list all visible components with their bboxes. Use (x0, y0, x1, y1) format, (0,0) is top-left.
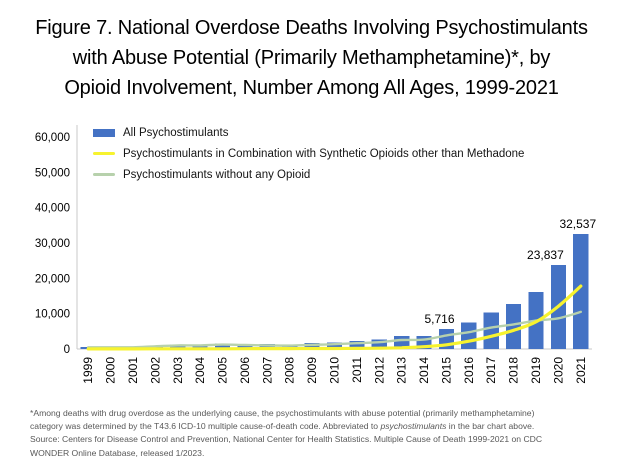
legend-item-all-psychostimulants: All Psychostimulants (93, 122, 524, 143)
y-axis-tick-label: 10,000 (35, 309, 70, 321)
x-axis-tick-label-2018: 2018 (507, 357, 521, 384)
x-axis-tick-label-2011: 2011 (350, 357, 364, 383)
bar-2004 (192, 344, 208, 349)
x-axis-tick-label-2005: 2005 (216, 357, 230, 384)
x-axis-tick-label-1999: 1999 (81, 357, 95, 384)
x-axis-tick-label-2001: 2001 (126, 357, 140, 384)
x-axis-tick-label-2009: 2009 (305, 357, 319, 384)
line-without-any-opioid (86, 310, 582, 349)
x-axis-tick-label-2008: 2008 (283, 357, 297, 384)
bar-2011 (349, 341, 365, 349)
footnote-line-4: WONDER Online Database, released 1/2023. (30, 447, 205, 458)
chart-legend: All Psychostimulants Psychostimulants in… (93, 122, 524, 185)
bar-2006 (237, 343, 253, 349)
y-axis-tick-label: 30,000 (35, 238, 70, 250)
legend-label-synthetic-opioids-combo: Psychostimulants in Combination with Syn… (123, 147, 525, 160)
y-axis-tick-label: 60,000 (35, 132, 70, 144)
bar-2018 (506, 304, 522, 349)
line-synthetic-opioids-combo (86, 284, 583, 351)
legend-label-without-any-opioid: Psychostimulants without any Opioid (123, 168, 311, 181)
x-axis-tick-label-2013: 2013 (395, 357, 409, 384)
footnote-line-2: category was determined by the T43.6 ICD… (30, 420, 615, 433)
footnote-line-3: Source: Centers for Disease Control and … (30, 434, 543, 445)
x-axis-tick-label-2003: 2003 (171, 357, 185, 384)
x-axis-tick-label-2019: 2019 (529, 357, 543, 384)
figure-footnote: *Among deaths with drug overdose as the … (30, 407, 615, 460)
data-label-2020: 23,837 (527, 248, 564, 262)
bar-2003 (170, 344, 186, 349)
data-label-2021: 32,537 (559, 217, 596, 231)
x-axis-tick-label-2010: 2010 (328, 357, 342, 384)
figure-title-line-1: Figure 7. National Overdose Deaths Invol… (35, 17, 588, 39)
footnote-line-1: *Among deaths with drug overdose as the … (30, 408, 535, 418)
x-axis-tick-label-2004: 2004 (193, 357, 207, 384)
x-axis-tick-label-2002: 2002 (148, 357, 162, 384)
x-axis-tick-label-2007: 2007 (260, 357, 274, 384)
y-axis-tick-label: 40,000 (35, 203, 70, 215)
legend-line-swatch-icon (93, 173, 115, 176)
figure-title-line-3: Opioid Involvement, Number Among All Age… (64, 77, 559, 99)
x-axis-tick-label-2006: 2006 (238, 357, 252, 384)
x-axis-tick-label-2016: 2016 (462, 357, 476, 384)
bar-2010 (326, 342, 343, 349)
bar-2005 (214, 343, 231, 349)
legend-line-swatch-icon (93, 152, 115, 155)
figure-title-line-2: with Abuse Potential (Primarily Methamph… (72, 47, 551, 69)
legend-bar-swatch-icon (93, 128, 115, 137)
legend-item-without-any-opioid: Psychostimulants without any Opioid (93, 164, 524, 185)
x-axis-tick-label-2017: 2017 (484, 357, 498, 384)
bar-2017 (483, 312, 499, 349)
x-axis-tick-label-2015: 2015 (440, 357, 454, 384)
footnote-italic-word: psychostimulants (380, 421, 447, 432)
footnote-line-2-text: category was determined by the T43.6 ICD… (30, 421, 381, 432)
y-axis-tick-label: 50,000 (35, 167, 70, 179)
x-axis-tick-label-2021: 2021 (574, 357, 588, 384)
figure-title: Figure 7. National Overdose Deaths Invol… (0, 13, 623, 103)
legend-item-synthetic-opioids-combo: Psychostimulants in Combination with Syn… (93, 143, 524, 164)
data-label-2015: 5,716 (424, 312, 454, 326)
legend-label-all-psychostimulants: All Psychostimulants (123, 126, 229, 139)
footnote-line-2-tail: in the bar chart above. (446, 421, 535, 432)
x-axis-tick-label-2020: 2020 (551, 357, 565, 384)
y-axis-tick-label: 20,000 (35, 273, 70, 285)
bar-2016 (461, 322, 477, 349)
x-axis-tick-label-2014: 2014 (417, 357, 431, 384)
bar-2012 (371, 339, 387, 349)
x-axis-tick-label-2012: 2012 (372, 357, 386, 384)
bar-2009 (304, 343, 320, 349)
x-axis-tick-label-2000: 2000 (104, 357, 118, 384)
bar-2021 (573, 234, 589, 349)
y-axis-tick-label: 0 (64, 344, 70, 356)
